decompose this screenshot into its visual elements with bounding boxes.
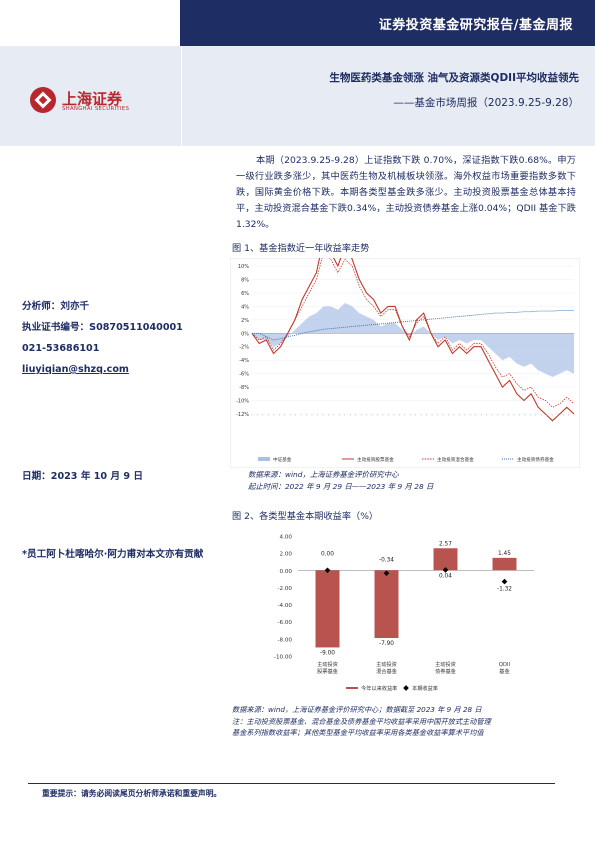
chart1-ytick: 10% (238, 264, 249, 270)
chart2-bar-label: 1.45 (498, 551, 511, 557)
chart1-ytick: 6% (241, 291, 249, 297)
chart2-bar-label: 2.57 (439, 541, 452, 547)
report-subtitle: ——基金市场周报（2023.9.25-9.28） (393, 97, 579, 109)
figure2-source-line3: 基金系列指数收益率；其他类型基金平均收益率采用各类基金收益率算术平均值 (232, 728, 484, 737)
figure2-source-line2: 注：主动投资股票基金、混合基金及债券基金平均收益率采用中国开放式主动管理 (232, 716, 491, 726)
logo-subtext: SHANGHAI SECURITIES (62, 106, 130, 112)
figure1-source: 数据来源：wind，上海证券基金评价研究中心 起止时间：2022 年 9 月 2… (248, 469, 433, 493)
top-band (180, 0, 595, 46)
chart1-legend-label: 主动投资股票基金 (357, 456, 394, 463)
footer-note: 重要提示：请务必阅读尾页分析师承诺和重要声明。 (42, 789, 222, 798)
footer-divider (28, 783, 555, 784)
chart2-bar (374, 570, 399, 638)
chart1-series-line-主动投资混合基金 (251, 258, 575, 408)
header-box (0, 46, 595, 146)
chart2-ytick: 0.00 (280, 569, 293, 575)
chart2-ytick: -4.00 (278, 603, 293, 609)
figure2-source-line1: 数据来源：wind，上海证券基金评价研究中心；数据截至 2023 年 9 月 2… (232, 705, 482, 714)
chart2-ytick: -2.00 (278, 586, 293, 592)
chart2-category-label: 主动投资混合基金 (376, 660, 398, 675)
chart1-ytick: -12% (236, 412, 249, 418)
phone-number: 021-53686101 (22, 343, 100, 354)
report-title: 生物医药类基金领涨 油气及资源类QDII平均收益领先 (329, 72, 579, 84)
chart1-ytick: -6% (239, 372, 249, 378)
logo-icon (30, 87, 56, 113)
chart2-bar-label: -7.90 (379, 641, 394, 647)
chart2-category-label: QDII 基金 (499, 662, 511, 675)
chart1-ytick: -4% (239, 358, 249, 364)
chart2-legend-swatch-marker (403, 685, 409, 691)
chart1-ytick: 2% (241, 318, 249, 324)
figure1-title: 图 1、基金指数近一年收益率走势 (232, 243, 370, 254)
license-number: 执业证书编号：S0870511040001 (22, 322, 183, 333)
chart1-ytick: 0% (241, 331, 249, 337)
chart2-bar-label: -9.00 (320, 650, 335, 656)
chart2-marker-label: -1.32 (497, 587, 512, 593)
report-category: 证券投资基金研究报告/基金周报 (378, 18, 573, 33)
chart1-legend-label: 主动投资混合基金 (437, 456, 474, 463)
chart2-category-label: 主动投资债券基金 (435, 660, 457, 675)
contributor-note: *员工阿卜杜喀哈尔·阿力甫对本文亦有贡献 (22, 549, 204, 560)
chart1-legend-swatch (258, 457, 270, 461)
summary-paragraph: 本期（2023.9.25-9.28）上证指数下跌 0.70%，深证指数下跌0.6… (236, 155, 576, 230)
chart2-bar (315, 570, 340, 648)
chart2-ytick: -10.00 (274, 655, 292, 661)
chart2-category-label: 主动投资股票基金 (317, 660, 339, 675)
chart2-legend-label: 今年以来收益率 (361, 684, 397, 692)
chart2-legend-label: 本期收益率 (412, 684, 438, 692)
figure2-title: 图 2、各类型基金本期收益率（%） (232, 511, 379, 522)
chart2-marker (501, 578, 508, 585)
chart2-marker-label: 0.00 (321, 551, 334, 557)
chart1-ytick: -10% (236, 399, 249, 405)
chart2-ytick: 4.00 (280, 535, 293, 541)
chart1-series-area-中证基金 (252, 303, 574, 377)
figure2-source: 数据来源：wind，上海证券基金评价研究中心；数据截至 2023 年 9 月 2… (232, 704, 582, 739)
chart2-ytick: -6.00 (278, 620, 293, 626)
email-link[interactable]: liuyiqian@shzq.com (22, 364, 129, 375)
figure1-source-line1: 数据来源：wind，上海证券基金评价研究中心 (248, 470, 399, 479)
chart1-legend-label: 主动投资债券基金 (517, 456, 554, 463)
logo-text: 上海证券 (62, 90, 123, 108)
chart1-ytick: -8% (239, 385, 249, 391)
figure1-source-line2: 起止时间：2022 年 9 月 29 日——2023 年 9 月 28 日 (248, 482, 434, 491)
chart1-ytick: 8% (241, 277, 249, 283)
chart2-bar (433, 548, 458, 571)
chart1-ytick: 4% (241, 304, 249, 310)
chart2-ytick: 2.00 (280, 552, 293, 558)
figure1-line-chart: 10% 8% 6% 4% 2% 0% -2% -4% -6% -8% -10% -12% 中证基金 主动… (230, 258, 580, 468)
chart2-ytick: -8.00 (278, 637, 293, 643)
chart1-ytick: -2% (239, 345, 249, 351)
chart1-legend-label: 中证基金 (273, 456, 292, 463)
analyst-info: 分析师：刘亦千 执业证书编号：S0870511040001 021-536861… (22, 296, 197, 380)
figure2-bar-chart: 4.00 2.00 0.00 -2.00 -4.00 -6.00 -8.00 -10.00 -… (274, 535, 534, 692)
analyst-name: 分析师：刘亦千 (22, 301, 90, 312)
chart2-marker-label: -0.34 (379, 557, 394, 563)
chart2-bar (492, 557, 517, 571)
chart2-marker-label: 0.04 (439, 573, 452, 579)
report-date: 日期：2023 年 10 月 9 日 (22, 471, 143, 482)
chart1-series-line-主动投资债券基金 (252, 309, 574, 341)
header-divider (181, 46, 182, 146)
